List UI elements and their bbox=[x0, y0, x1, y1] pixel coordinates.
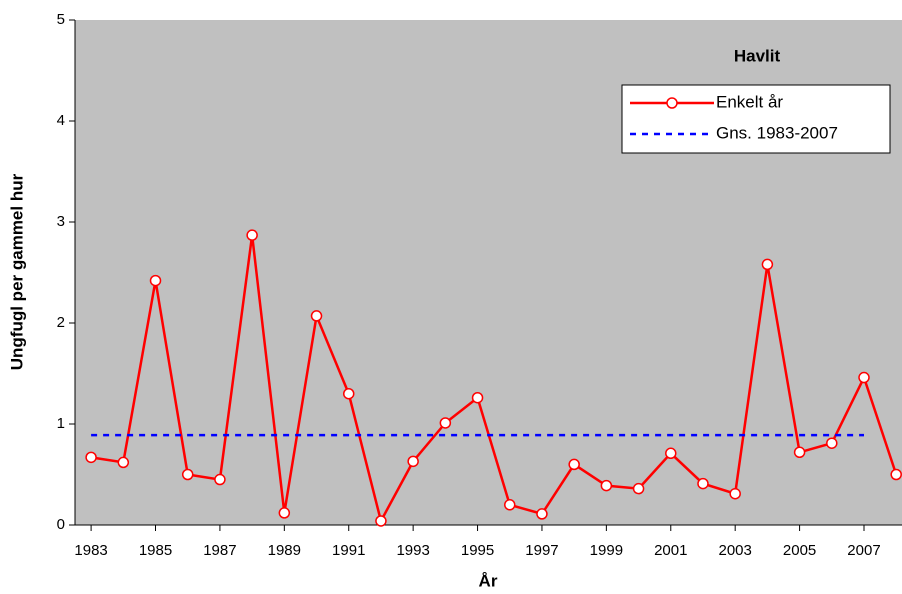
data-point bbox=[439, 417, 452, 429]
y-tick-label: 1 bbox=[57, 415, 65, 432]
x-axis-label: År bbox=[479, 571, 498, 590]
x-tick-label: 1993 bbox=[396, 542, 429, 559]
data-point bbox=[471, 391, 484, 404]
data-point bbox=[246, 229, 258, 241]
x-tick-label: 2007 bbox=[847, 542, 880, 559]
legend-label: Gns. 1983-2007 bbox=[716, 123, 838, 142]
data-point bbox=[407, 455, 419, 468]
y-tick-label: 0 bbox=[57, 516, 65, 533]
data-point bbox=[729, 487, 741, 500]
x-tick-label: 1991 bbox=[332, 542, 365, 559]
data-point bbox=[181, 468, 194, 481]
data-point bbox=[858, 371, 870, 384]
x-tick-label: 1995 bbox=[461, 542, 494, 559]
data-point bbox=[826, 437, 838, 449]
x-tick-label: 2001 bbox=[654, 542, 687, 559]
data-point bbox=[310, 310, 323, 322]
data-point bbox=[85, 451, 97, 464]
x-tick-label: 1987 bbox=[203, 542, 236, 559]
data-point bbox=[214, 473, 226, 486]
y-tick-label: 5 bbox=[57, 11, 65, 28]
chart-title: Havlit bbox=[734, 46, 781, 65]
data-point bbox=[793, 446, 806, 459]
data-point bbox=[536, 508, 548, 520]
x-tick-label: 2003 bbox=[718, 542, 751, 559]
y-tick-label: 2 bbox=[57, 314, 65, 331]
data-point bbox=[665, 447, 677, 460]
legend-box bbox=[621, 84, 891, 154]
x-tick-label: 1989 bbox=[268, 542, 301, 559]
data-point bbox=[890, 468, 902, 481]
data-point bbox=[375, 515, 387, 527]
data-point bbox=[278, 507, 291, 519]
x-tick-label: 1985 bbox=[139, 542, 172, 559]
legend-label: Enkelt år bbox=[716, 92, 783, 111]
data-point bbox=[149, 274, 162, 287]
data-point bbox=[632, 482, 645, 495]
x-tick-label: 1999 bbox=[590, 542, 623, 559]
series-line bbox=[90, 234, 898, 525]
data-point bbox=[697, 477, 709, 490]
data-point bbox=[600, 479, 613, 492]
x-tick-label: 1997 bbox=[525, 542, 558, 559]
data-point bbox=[342, 387, 355, 400]
y-tick-label: 4 bbox=[57, 112, 65, 129]
data-point bbox=[568, 458, 580, 471]
y-axis-label: Ungfugl per gammel hur bbox=[7, 173, 26, 370]
x-tick-label: 1983 bbox=[74, 542, 107, 559]
y-tick-label: 3 bbox=[57, 213, 65, 230]
x-tick-label: 2005 bbox=[783, 542, 816, 559]
data-point bbox=[504, 499, 516, 511]
data-point bbox=[761, 258, 774, 271]
legend-marker bbox=[666, 97, 678, 109]
data-point bbox=[117, 456, 130, 469]
